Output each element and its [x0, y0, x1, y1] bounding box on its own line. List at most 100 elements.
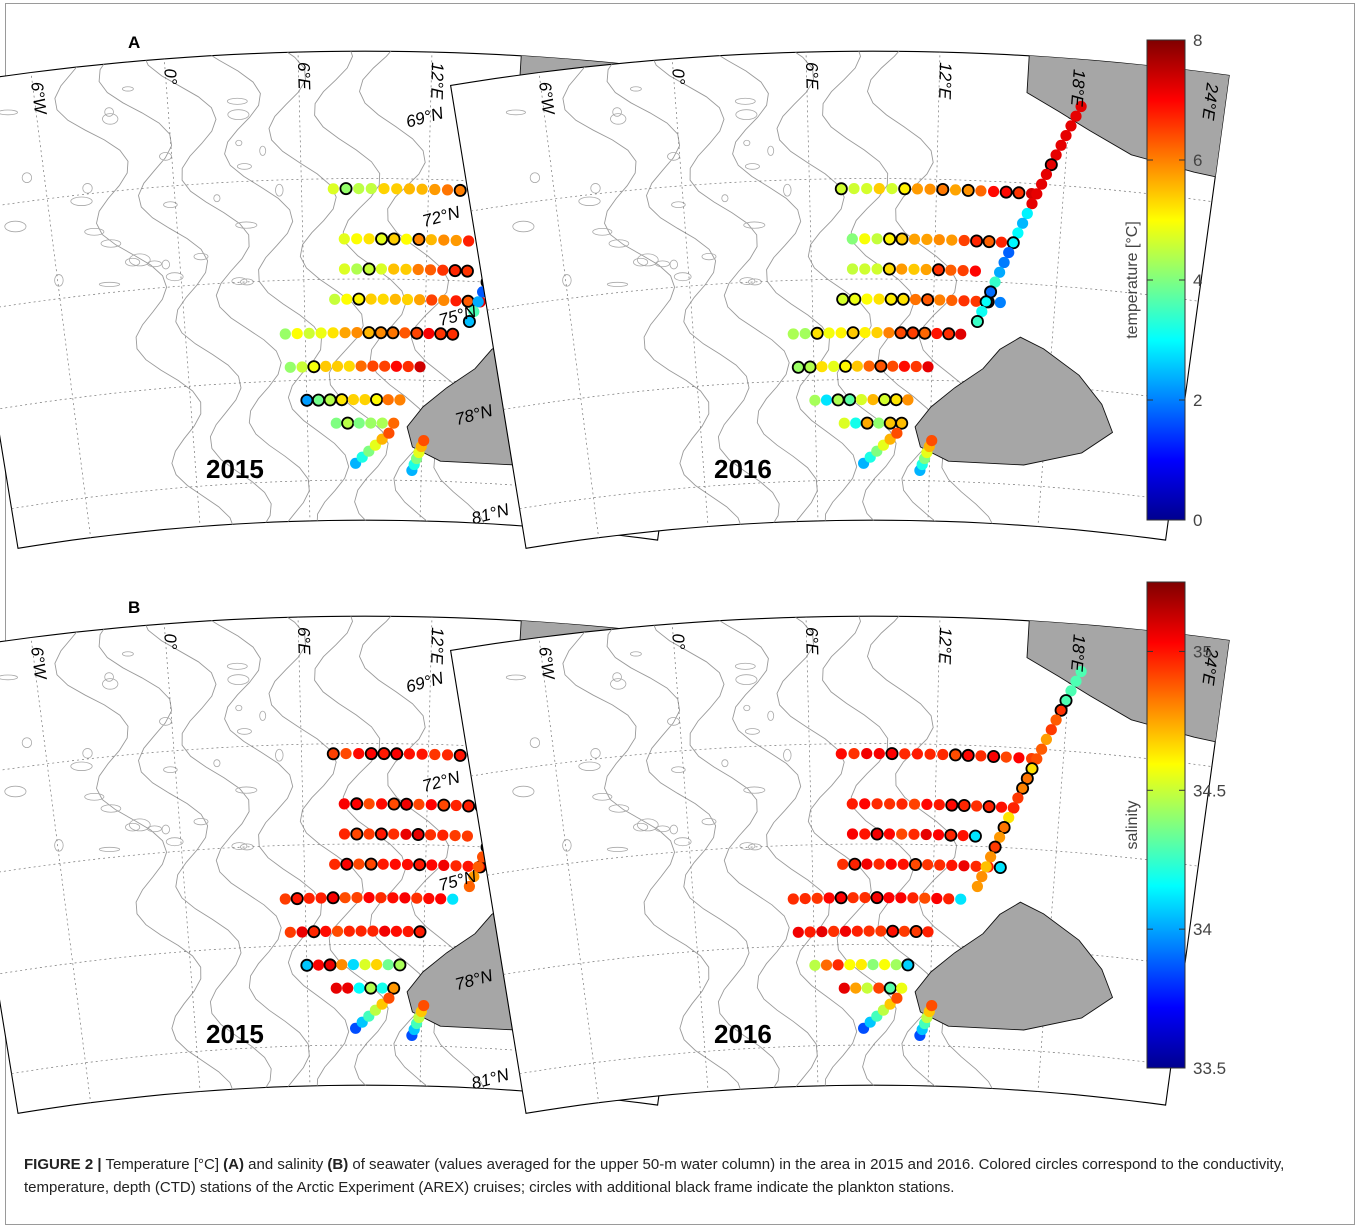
ctd-station — [359, 959, 371, 971]
ctd-station — [365, 417, 377, 429]
ctd-station — [338, 263, 351, 275]
bathymetry-contour — [739, 842, 756, 850]
ctd-station — [890, 959, 902, 971]
bathymetry-contour — [776, 616, 897, 1091]
plankton-station — [323, 393, 337, 407]
ctd-station — [329, 293, 341, 305]
bathymetry-contour — [671, 766, 686, 774]
bathymetry-contour — [235, 139, 243, 147]
ctd-station — [435, 893, 447, 905]
ctd-station — [994, 831, 1006, 843]
ctd-station — [835, 327, 847, 339]
ctd-station — [379, 360, 391, 372]
ctd-station — [425, 799, 437, 811]
graticule-lon — [29, 630, 93, 1113]
ctd-station — [985, 851, 997, 863]
plankton-station — [340, 857, 354, 871]
ctd-station — [338, 798, 350, 810]
colorbar-temperature: 0 2 4 6 8 temperature [°C] — [1124, 31, 1202, 530]
bathymetry-contour — [213, 194, 221, 203]
bathymetry-contour — [227, 109, 250, 120]
bathymetry-contour — [161, 259, 170, 270]
ctd-station — [403, 748, 415, 760]
plankton-station — [413, 858, 427, 872]
ctd-station — [896, 798, 908, 810]
bathymetry-contour — [735, 674, 758, 685]
ctd-station — [1070, 675, 1082, 687]
ctd-station — [414, 361, 426, 373]
plankton-station — [884, 292, 898, 306]
ctd-station — [376, 798, 388, 810]
lon-label: 6°W — [535, 646, 558, 682]
ctd-station — [859, 798, 871, 810]
ctd-station — [943, 893, 955, 905]
ctd-station — [921, 798, 933, 810]
bathymetry-contour — [512, 220, 535, 233]
ctd-station — [908, 233, 921, 245]
ctd-station — [353, 417, 365, 429]
bathymetry-contour — [744, 163, 760, 170]
plankton-station — [448, 264, 462, 278]
plankton-station — [898, 182, 912, 196]
ctd-station — [922, 926, 934, 938]
bathymetry-contour — [610, 113, 627, 125]
bathymetry-contour — [4, 220, 27, 233]
ctd-station — [429, 183, 441, 196]
bathymetry-contour — [98, 846, 121, 852]
plankton-station — [311, 393, 325, 407]
bathymetry-contour — [163, 201, 178, 209]
ctd-station — [873, 982, 885, 994]
bathymetry-contour — [562, 59, 743, 530]
plankton-station — [894, 326, 908, 340]
graticule-lat — [519, 1044, 1172, 1074]
ctd-station — [909, 293, 922, 306]
colorbar-tick-label: 6 — [1193, 151, 1202, 170]
ctd-station — [873, 183, 885, 195]
plankton-station — [886, 924, 900, 938]
bathymetry-contour — [606, 56, 780, 528]
ctd-station — [414, 294, 426, 306]
ctd-station — [327, 327, 339, 339]
bathymetry-contour — [776, 51, 897, 526]
colorbar-label: temperature [°C] — [1124, 221, 1141, 339]
graticule-lon — [537, 630, 601, 1113]
ctd-station — [330, 982, 342, 994]
graticule-lat — [0, 379, 677, 410]
bathymetry-contour — [767, 145, 775, 156]
ctd-station — [315, 892, 327, 904]
ctd-station — [383, 427, 395, 439]
ctd-station — [871, 798, 883, 810]
ctd-station — [390, 360, 402, 372]
ctd-station — [910, 360, 922, 373]
ctd-station — [871, 263, 883, 275]
bathymetry-contour — [100, 804, 122, 813]
plankton-station — [870, 891, 884, 905]
graticule-lon — [671, 617, 710, 1102]
plankton-station — [446, 327, 460, 341]
graticule-lat — [487, 843, 1199, 876]
plankton-station — [895, 416, 909, 430]
ctd-station — [848, 183, 860, 195]
ctd-station — [867, 394, 879, 406]
bathymetry-contour — [142, 618, 310, 1092]
bathymetry-contour — [709, 51, 858, 526]
plankton-station — [453, 183, 467, 197]
ctd-station — [353, 748, 365, 760]
graticule-lat — [487, 278, 1199, 311]
colorbar-tick-label: 34.5 — [1193, 781, 1226, 800]
ctd-station — [886, 183, 898, 195]
ctd-station — [920, 263, 932, 276]
ctd-station — [296, 361, 308, 373]
bathymetry-contour — [578, 196, 601, 206]
ctd-station — [934, 859, 946, 871]
map-year-label: 2015 — [206, 1019, 264, 1049]
bathymetry-contour — [165, 837, 184, 847]
ctd-station — [995, 801, 1008, 813]
ctd-station — [400, 828, 412, 840]
ctd-station — [413, 798, 425, 810]
ctd-station — [342, 982, 354, 994]
graticule-lon — [419, 51, 433, 531]
plankton-station — [843, 393, 857, 407]
ctd-station — [388, 263, 400, 275]
ctd-station — [924, 183, 936, 195]
